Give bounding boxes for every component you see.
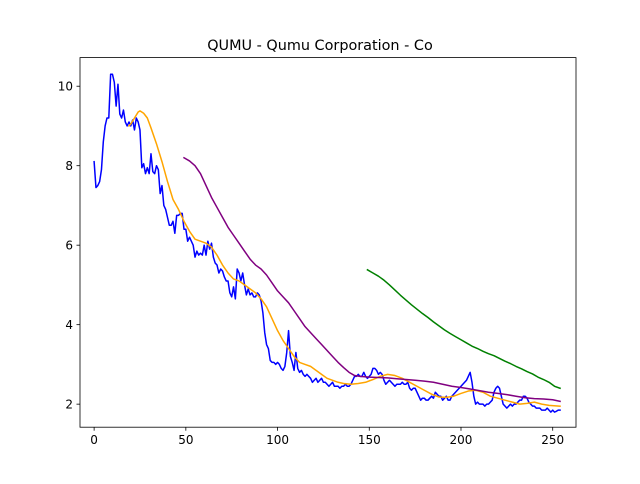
x-axis-ticks: 0 50 100 150 200 250 — [90, 427, 564, 447]
series-line-4 — [366, 268, 561, 390]
chart-title: QUMU - Qumu Corporation - Co — [207, 38, 433, 54]
series-line-1 — [93, 73, 561, 413]
series-line-2 — [127, 110, 561, 407]
x-tick-label: 250 — [541, 433, 564, 447]
series-layer — [93, 73, 561, 413]
y-tick-label: 8 — [65, 159, 73, 173]
y-tick-label: 4 — [65, 318, 73, 332]
y-tick-label: 6 — [65, 238, 73, 252]
x-tick-label: 100 — [266, 433, 289, 447]
series-line-3 — [182, 156, 561, 403]
plot-area-frame — [79, 57, 577, 428]
y-tick-label: 10 — [58, 80, 73, 94]
x-tick-label: 50 — [178, 433, 193, 447]
y-axis-ticks: 2 4 6 8 10 — [58, 80, 80, 411]
y-tick-label: 2 — [65, 397, 73, 411]
x-tick-label: 150 — [358, 433, 381, 447]
x-tick-label: 0 — [90, 433, 98, 447]
x-tick-label: 200 — [450, 433, 473, 447]
